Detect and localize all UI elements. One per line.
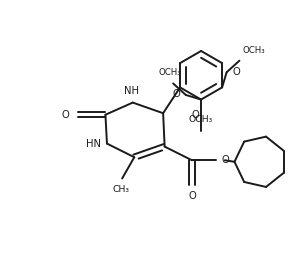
Text: O: O	[188, 191, 196, 201]
Text: OCH₃: OCH₃	[159, 68, 181, 77]
Text: NH: NH	[124, 86, 139, 96]
Text: O: O	[192, 110, 199, 120]
Text: HN: HN	[86, 139, 101, 148]
Text: O: O	[232, 67, 240, 77]
Text: OCH₃: OCH₃	[242, 46, 265, 55]
Text: OCH₃: OCH₃	[189, 115, 213, 124]
Text: O: O	[222, 155, 229, 165]
Text: O: O	[62, 110, 70, 120]
Text: O: O	[173, 89, 181, 99]
Text: CH₃: CH₃	[112, 185, 129, 194]
